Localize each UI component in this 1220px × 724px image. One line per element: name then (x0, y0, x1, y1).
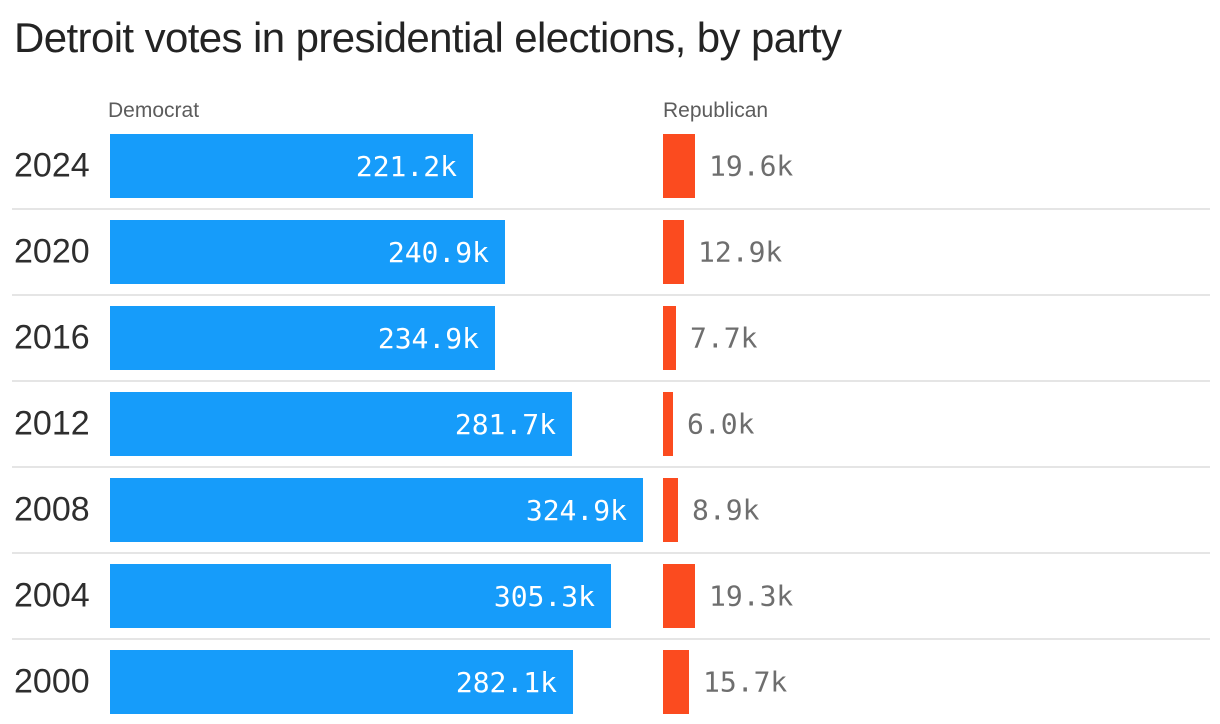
republican-value-label: 15.7k (703, 665, 788, 699)
democrat-bar: 234.9k (110, 306, 495, 370)
republican-value-label: 6.0k (687, 407, 755, 441)
year-label: 2004 (14, 576, 90, 615)
year-label: 2000 (14, 662, 90, 701)
democrat-value-label: 281.7k (454, 407, 556, 441)
year-label: 2020 (14, 232, 90, 271)
republican-bar (663, 306, 676, 370)
democrat-bar: 305.3k (110, 564, 611, 628)
republican-value-label: 7.7k (690, 321, 758, 355)
republican-value-label: 8.9k (692, 493, 760, 527)
republican-bar (663, 478, 678, 542)
year-label: 2024 (14, 146, 90, 185)
democrat-value-label: 305.3k (493, 579, 595, 613)
republican-bar (663, 134, 695, 198)
democrat-bar: 282.1k (110, 650, 573, 714)
democrat-value-label: 324.9k (525, 493, 627, 527)
democrat-bar: 221.2k (110, 134, 473, 198)
democrat-value-label: 282.1k (455, 665, 557, 699)
chart-row: 2008 324.9k 8.9k (0, 466, 1220, 553)
republican-bar (663, 220, 684, 284)
year-label: 2008 (14, 490, 90, 529)
legend-republican-label: Republican (663, 99, 769, 122)
democrat-value-label: 240.9k (387, 235, 489, 269)
legend-democrat-label: Democrat (108, 99, 200, 122)
republican-value-label: 19.3k (709, 579, 794, 613)
year-label: 2012 (14, 404, 90, 443)
democrat-value-label: 221.2k (355, 149, 457, 183)
chart-row: 2024 221.2k 19.6k (0, 123, 1220, 209)
democrat-bar: 240.9k (110, 220, 505, 284)
republican-bar (663, 564, 695, 628)
chart-row: 2004 305.3k 19.3k (0, 552, 1220, 639)
democrat-bar: 324.9k (110, 478, 643, 542)
democrat-value-label: 234.9k (377, 321, 479, 355)
chart-row: 2020 240.9k 12.9k (0, 208, 1220, 295)
republican-bar (663, 392, 673, 456)
chart-row: 2016 234.9k 7.7k (0, 294, 1220, 381)
republican-value-label: 12.9k (698, 235, 783, 269)
chart-row: 2012 281.7k 6.0k (0, 380, 1220, 467)
chart-row: 2000 282.1k 15.7k (0, 638, 1220, 724)
republican-bar (663, 650, 689, 714)
year-label: 2016 (14, 318, 90, 357)
republican-value-label: 19.6k (709, 149, 794, 183)
chart-title: Detroit votes in presidential elections,… (14, 14, 842, 61)
chart-rows: 2024 221.2k 19.6k 2020 240.9k 12.9k 2016 234.9k… (0, 123, 1220, 724)
democrat-bar: 281.7k (110, 392, 572, 456)
